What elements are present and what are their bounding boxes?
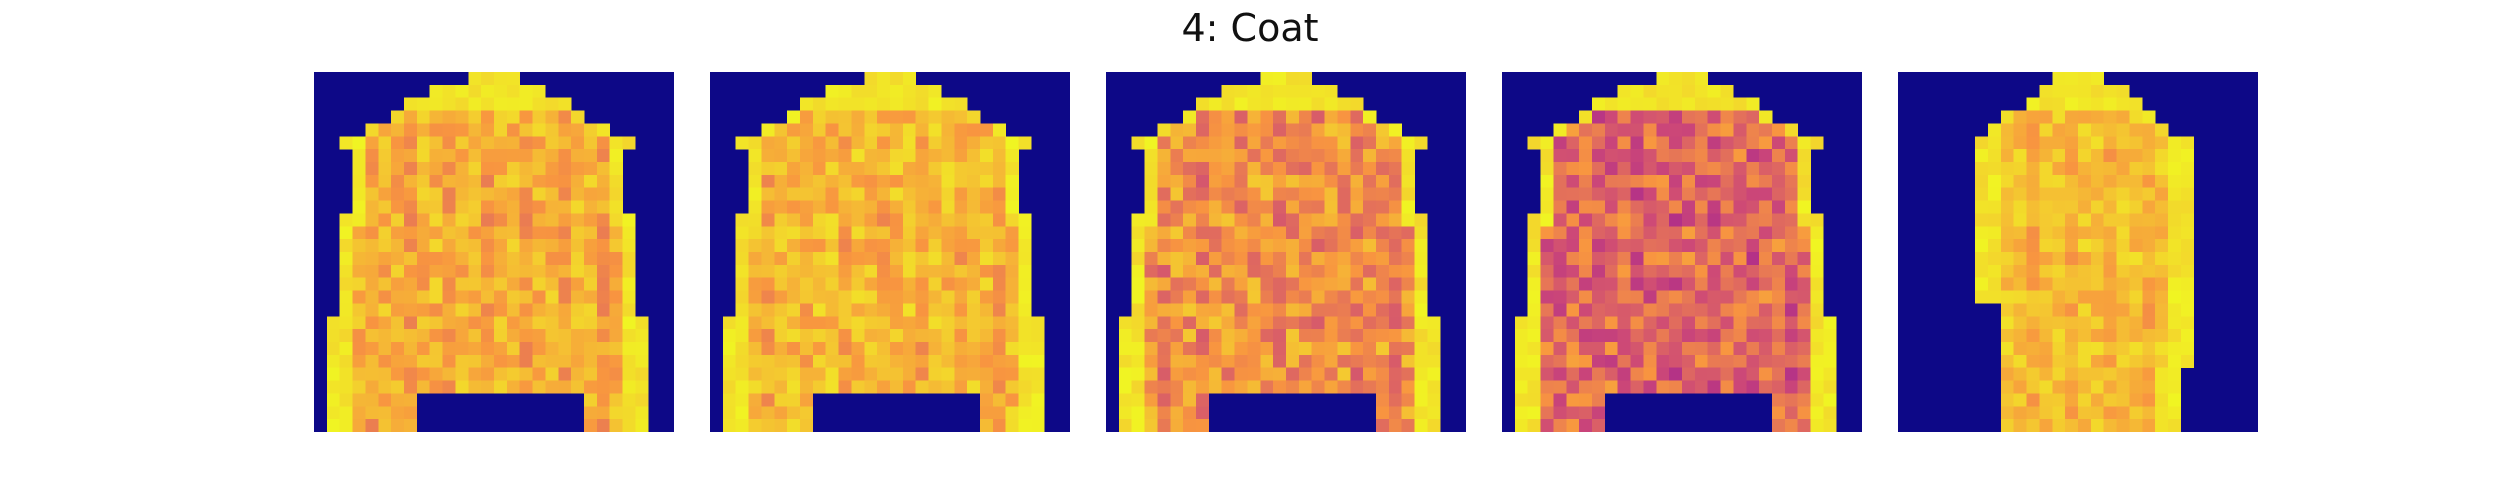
image-panel-4 bbox=[1502, 72, 1862, 432]
image-panel-1 bbox=[314, 72, 674, 432]
coat-image-4 bbox=[1502, 72, 1862, 432]
figure-title: 4: Coat bbox=[1181, 6, 1319, 50]
image-panel-2 bbox=[710, 72, 1070, 432]
image-panel-3 bbox=[1106, 72, 1466, 432]
image-panel-5 bbox=[1898, 72, 2258, 432]
coat-image-2 bbox=[710, 72, 1070, 432]
coat-image-5 bbox=[1898, 72, 2258, 432]
coat-image-3 bbox=[1106, 72, 1466, 432]
coat-image-1 bbox=[314, 72, 674, 432]
